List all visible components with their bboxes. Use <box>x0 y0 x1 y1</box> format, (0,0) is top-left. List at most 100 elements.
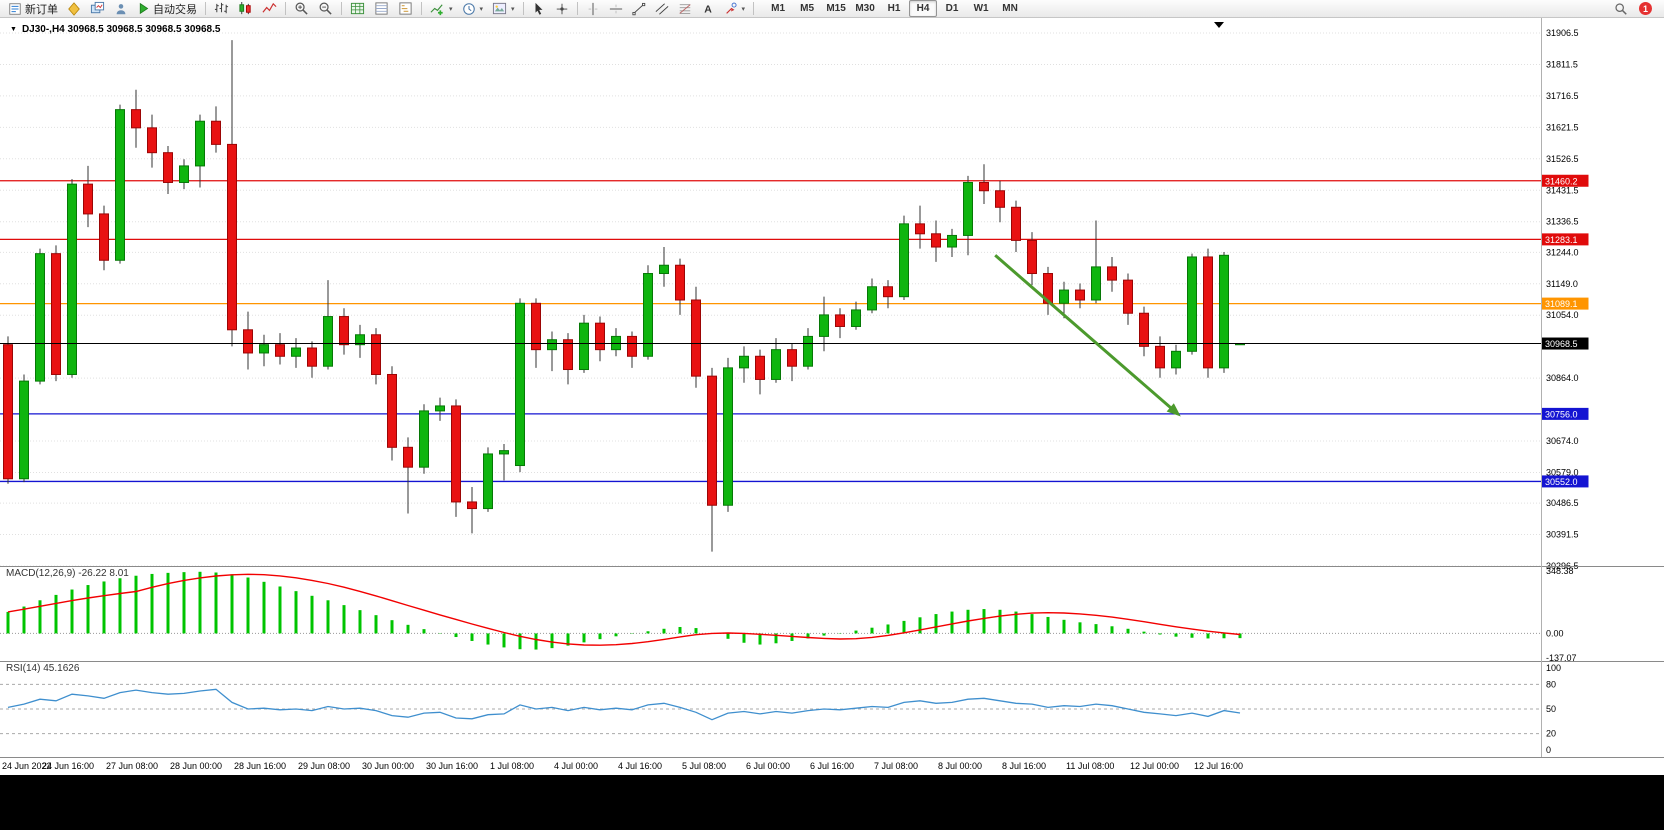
price-badge <box>1541 337 1589 350</box>
candle-up <box>1219 254 1229 369</box>
candle-down <box>563 339 573 371</box>
periods-button[interactable]: ▾ <box>458 0 488 18</box>
arrow-shape-icon <box>724 2 738 16</box>
timeframe-button-m30[interactable]: M30 <box>855 3 875 14</box>
candle-down <box>883 286 893 298</box>
symbol-ohlc-text: DJ30-,H4 30968.5 30968.5 30968.5 30968.5 <box>21 24 221 35</box>
line-chart-button[interactable] <box>258 0 281 18</box>
candle-up <box>323 316 333 367</box>
candle-down <box>835 314 845 327</box>
candle-up <box>547 339 557 351</box>
candle-down <box>451 405 461 503</box>
new-chart-button[interactable] <box>86 0 109 18</box>
price-tick-label: 31811.5 <box>1546 59 1578 69</box>
grid-layer: 31906.5 31811.5 31716.5 31621.5 31526.5 31431… <box>0 28 1579 571</box>
text-label-button[interactable]: A <box>697 0 719 18</box>
profiles-button[interactable] <box>110 0 132 18</box>
candle-up <box>179 165 189 183</box>
hline-objects-layer <box>0 180 1541 483</box>
market-watch-button[interactable] <box>346 0 369 18</box>
time-axis-label: 27 Jun 08:00 <box>106 761 159 771</box>
grid-icon <box>350 1 365 16</box>
candlestick-icon <box>238 1 253 16</box>
bar-chart-button[interactable] <box>210 0 233 18</box>
chart-shift-marker[interactable] <box>1214 22 1224 28</box>
candle-up <box>867 286 877 311</box>
metaeditor-button[interactable] <box>63 0 85 18</box>
candle-down <box>83 183 93 215</box>
trend-arrow-object[interactable] <box>994 254 1176 413</box>
candle-down <box>1203 256 1213 369</box>
price-badge-label: 30968.5 <box>1545 339 1578 349</box>
fibonacci-button[interactable] <box>674 0 696 18</box>
zoom-in-button[interactable] <box>290 0 313 18</box>
timeframe-button-w1[interactable]: W1 <box>973 3 989 14</box>
crosshair-icon <box>555 2 569 16</box>
rsi-line <box>7 688 1241 721</box>
trendline-button[interactable] <box>628 0 650 18</box>
candle-down <box>403 446 413 468</box>
candle-down <box>275 344 285 357</box>
time-axis-label: 24 Jun 2022 <box>2 761 52 771</box>
data-window-button[interactable] <box>370 0 393 18</box>
horizontal-line-button[interactable] <box>605 0 627 18</box>
candle-up <box>1187 256 1197 352</box>
zoom-out-button[interactable] <box>314 0 337 18</box>
candlestick-chart-button[interactable] <box>234 0 257 18</box>
candle-down <box>163 152 173 183</box>
timeframe-button-h4[interactable]: H4 <box>909 0 938 17</box>
candle-down <box>3 344 13 480</box>
autotrading-button[interactable]: 自动交易 <box>133 0 201 18</box>
time-axis-label: 1 Jul 08:00 <box>490 761 535 771</box>
candle-down <box>339 316 349 346</box>
timeframe-button-m1[interactable]: M1 <box>771 3 786 14</box>
navigator-button[interactable] <box>394 0 417 18</box>
toolbar-separator <box>205 2 206 15</box>
candle-down <box>371 334 381 375</box>
candle-down <box>627 335 637 357</box>
timeframe-group: M1 M5 M15 M30 H1 H4 D1 W1 MN <box>764 0 1024 17</box>
price-badge-label: 31089.1 <box>1545 299 1578 309</box>
candle-down <box>307 347 317 367</box>
toolbar-separator <box>522 2 524 15</box>
line-chart-icon <box>262 1 277 16</box>
candle-up <box>435 405 445 412</box>
price-badge <box>1541 297 1589 310</box>
equidistant-channel-button[interactable] <box>651 0 673 18</box>
list-icon <box>374 1 389 16</box>
price-chart[interactable]: 31906.5 31811.5 31716.5 31621.5 31526.5 31431… <box>0 18 1664 757</box>
price-tick-label: 30391.5 <box>1546 530 1579 540</box>
new-order-label: 新订单 <box>25 3 58 16</box>
trend-arrow-head[interactable] <box>1166 403 1181 417</box>
play-icon <box>137 2 150 15</box>
time-axis-label: 4 Jul 00:00 <box>554 761 599 771</box>
templates-button[interactable]: ▾ <box>488 0 519 18</box>
toolbar-separator <box>753 2 755 15</box>
rsi-tick-label: 20 <box>1546 729 1556 739</box>
timeframe-button-d1[interactable]: D1 <box>945 3 959 14</box>
text-icon: A <box>701 2 715 16</box>
indicators-button[interactable]: ▾ <box>426 0 457 18</box>
search-button[interactable] <box>1610 0 1632 18</box>
arrows-shapes-button[interactable]: ▾ <box>720 0 750 18</box>
price-tick-label: 31906.5 <box>1546 28 1579 38</box>
vertical-line-button[interactable] <box>582 0 604 18</box>
price-tick-label: 31716.5 <box>1546 91 1579 101</box>
clock-icon <box>462 2 476 16</box>
timeframe-button-m15[interactable]: M15 <box>826 3 846 14</box>
time-axis-label: 30 Jun 16:00 <box>426 761 479 771</box>
candle-down <box>243 329 253 354</box>
new-order-button[interactable]: 新订单 <box>4 0 62 18</box>
candle-up <box>195 120 205 167</box>
chart-windows-icon <box>90 1 105 16</box>
crosshair-button[interactable] <box>551 0 573 18</box>
time-axis-label: 6 Jul 00:00 <box>746 761 791 771</box>
time-axis[interactable]: 24 Jun 2022 24 Jun 16:00 27 Jun 08:00 28 Ju… <box>0 757 1664 775</box>
candle-up <box>739 355 749 369</box>
notification-badge[interactable]: 1 <box>1639 2 1652 15</box>
timeframe-button-m5[interactable]: M5 <box>800 3 815 14</box>
timeframe-button-mn[interactable]: MN <box>1002 3 1018 14</box>
timeframe-button-h1[interactable]: H1 <box>887 3 901 14</box>
price-tick-label: 30864.0 <box>1546 373 1579 383</box>
cursor-button[interactable] <box>528 0 550 18</box>
